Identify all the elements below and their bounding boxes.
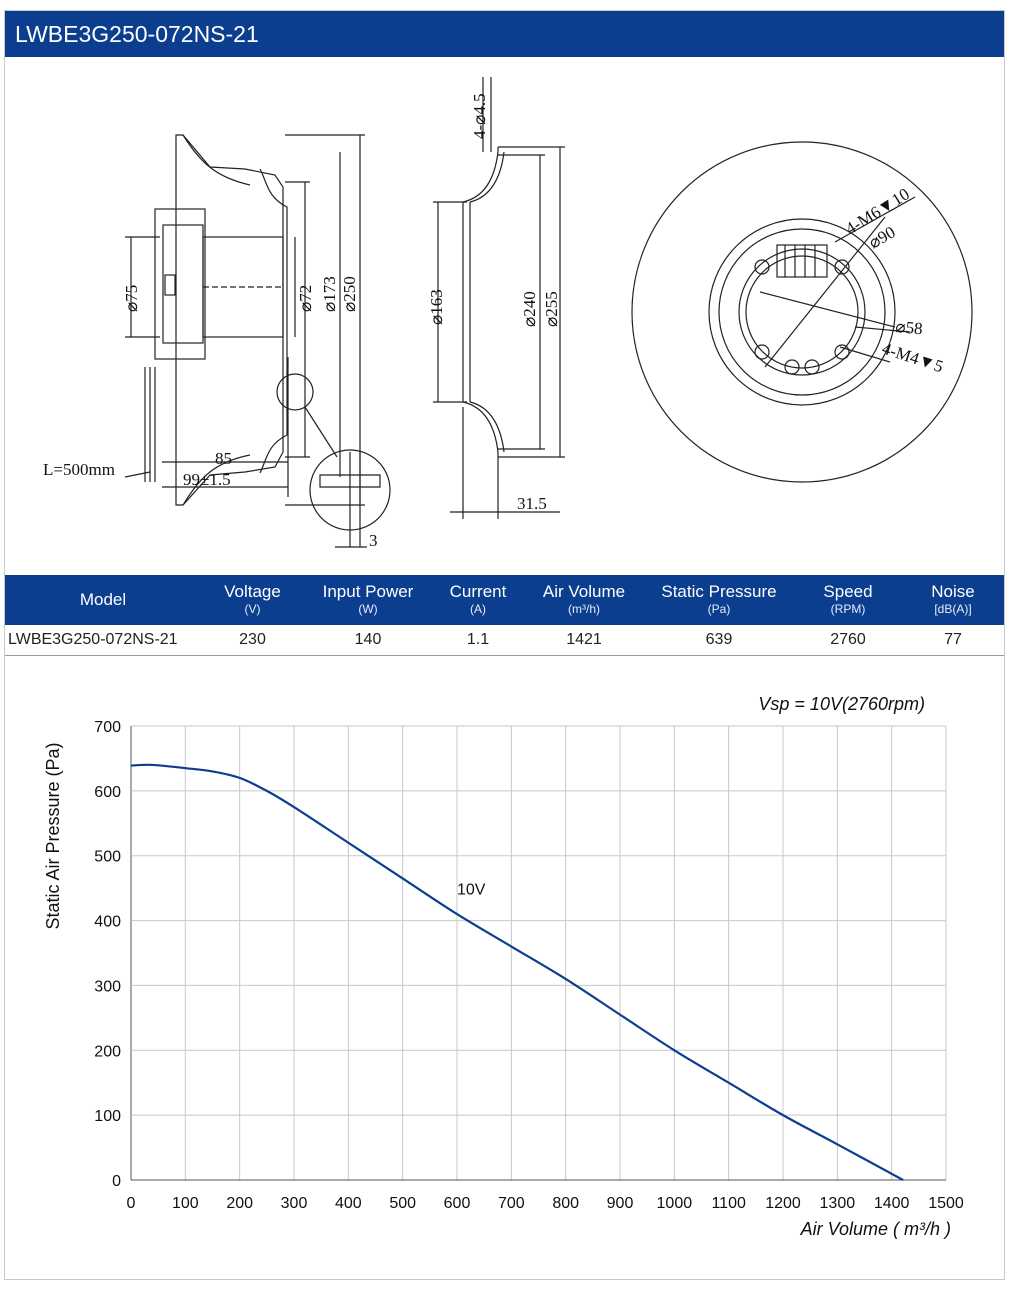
x-tick-label: 900 (607, 1195, 634, 1212)
table-row: LWBE3G250-072NS-21 230 140 1.1 1421 639 … (5, 625, 1004, 656)
cell-speed: 2760 (794, 625, 902, 656)
dim-ring-holes: 4-⌀4.5 (470, 93, 489, 139)
side-view-drawing (124, 134, 391, 548)
chart-svg: 0 100 200 300 400 500 600 700 800 900 1000 1100 1200… (43, 694, 964, 1239)
dim-ring-d163: ⌀163 (427, 289, 446, 325)
y-tick-label: 0 (112, 1173, 121, 1190)
y-tick-label: 500 (94, 849, 121, 866)
y-tick-label: 600 (94, 784, 121, 801)
x-tick-label: 500 (389, 1195, 416, 1212)
dim-side-d75: ⌀75 (122, 285, 141, 312)
y-tick-label: 700 (94, 719, 121, 736)
y-axis-title: Static Air Pressure (Pa) (43, 742, 63, 929)
dim-side-detail-3: 3 (369, 531, 378, 550)
y-tick-label: 300 (94, 978, 121, 995)
header-current: Current (A) (432, 575, 524, 625)
spec-header-row: Model Voltage (V) Input Power (W) Current(… (5, 575, 1004, 625)
dim-ring-d255: ⌀255 (542, 291, 561, 327)
grid-layer (130, 725, 947, 1181)
dim-ring-31-5: 31.5 (517, 494, 547, 513)
header-input-power: Input Power (W) (304, 575, 432, 625)
x-tick-label: 0 (127, 1195, 136, 1212)
x-tick-label: 700 (498, 1195, 525, 1212)
dim-front-d58: ⌀58 (895, 317, 924, 338)
tick-layer: 0 100 200 300 400 500 600 700 800 900 1000 1100 1200… (94, 719, 964, 1212)
dim-side-99: 99±1.5 (183, 470, 231, 489)
y-tick-label: 400 (94, 914, 121, 931)
header-model: Model (5, 575, 201, 625)
y-tick-label: 200 (94, 1043, 121, 1060)
cell-noise: 77 (902, 625, 1004, 656)
x-tick-label: 300 (281, 1195, 308, 1212)
page-frame (4, 10, 1005, 1280)
x-tick-label: 1400 (874, 1195, 910, 1212)
x-tick-label: 1100 (711, 1195, 746, 1212)
header-static-pressure: Static Pressure (Pa) (644, 575, 794, 625)
x-tick-label: 200 (226, 1195, 253, 1212)
dim-side-d173: ⌀173 (320, 276, 339, 312)
y-tick-label: 100 (94, 1108, 121, 1125)
header-noise: Noise [dB(A)] (902, 575, 1004, 625)
dim-side-85: 85 (215, 449, 232, 468)
chart-annotation: Vsp = 10V(2760rpm) (758, 694, 925, 714)
performance-chart: 0 100 200 300 400 500 600 700 800 900 1000 1100 1200… (5, 656, 1004, 1280)
dim-ring-d240: ⌀240 (520, 291, 539, 327)
dim-side-d250: ⌀250 (340, 276, 359, 312)
x-tick-label: 1500 (928, 1195, 964, 1212)
header-voltage: Voltage (V) (201, 575, 304, 625)
drawings-svg: ⌀75 ⌀72 ⌀173 ⌀250 85 99±1.5 L=500mm 3 4-… (43, 77, 973, 550)
inlet-ring-drawing (433, 77, 565, 519)
spec-table: Model Voltage (V) Input Power (W) Current(… (5, 575, 1004, 656)
x-tick-label: 1200 (765, 1195, 801, 1212)
x-tick-label: 100 (172, 1195, 199, 1212)
page-title: LWBE3G250-072NS-21 (5, 11, 1004, 57)
x-axis-title: Air Volume ( m³/h ) (800, 1219, 951, 1239)
cell-model: LWBE3G250-072NS-21 (5, 625, 201, 656)
dim-side-d72: ⌀72 (296, 285, 315, 312)
series-label-10v: 10V (457, 882, 486, 899)
cell-current: 1.1 (432, 625, 524, 656)
front-view-drawing (631, 141, 973, 483)
dim-side-cable: L=500mm (43, 460, 115, 479)
header-air-volume: Air Volume (m³/h) (524, 575, 644, 625)
cell-static-pressure: 639 (644, 625, 794, 656)
header-speed: Speed (RPM) (794, 575, 902, 625)
series-line-10v (130, 763, 904, 1181)
technical-drawings: ⌀75 ⌀72 ⌀173 ⌀250 85 99±1.5 L=500mm 3 4-… (5, 57, 1004, 575)
x-tick-label: 400 (335, 1195, 362, 1212)
cell-input-power: 140 (304, 625, 432, 656)
x-tick-label: 1300 (820, 1195, 856, 1212)
dim-front-m4: 4-M4▼5 (880, 339, 946, 377)
x-tick-label: 600 (444, 1195, 471, 1212)
x-tick-label: 1000 (657, 1195, 693, 1212)
x-tick-label: 800 (552, 1195, 579, 1212)
cell-voltage: 230 (201, 625, 304, 656)
cell-air-volume: 1421 (524, 625, 644, 656)
